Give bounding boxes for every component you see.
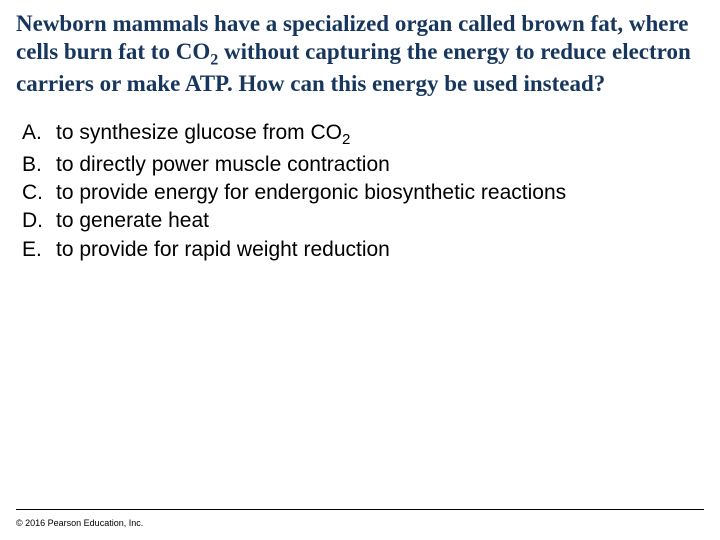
options-list: A. to synthesize glucose from CO2 B. to … bbox=[16, 119, 704, 264]
slide: Newborn mammals have a specialized organ… bbox=[0, 0, 720, 540]
option-letter: E. bbox=[22, 236, 56, 264]
copyright-text: © 2016 Pearson Education, Inc. bbox=[16, 518, 143, 528]
option-letter: B. bbox=[22, 151, 56, 179]
option-d: D. to generate heat bbox=[22, 207, 704, 235]
option-letter: A. bbox=[22, 119, 56, 151]
option-letter: D. bbox=[22, 207, 56, 235]
option-text: to provide for rapid weight reduction bbox=[56, 236, 390, 264]
option-c: C. to provide energy for endergonic bios… bbox=[22, 179, 704, 207]
option-text: to synthesize glucose from CO2 bbox=[56, 119, 350, 151]
option-text: to directly power muscle contraction bbox=[56, 151, 390, 179]
option-text: to generate heat bbox=[56, 207, 209, 235]
option-b: B. to directly power muscle contraction bbox=[22, 151, 704, 179]
option-text: to provide energy for endergonic biosynt… bbox=[56, 179, 566, 207]
option-e: E. to provide for rapid weight reduction bbox=[22, 236, 704, 264]
footer-rule bbox=[16, 509, 704, 510]
question-text: Newborn mammals have a specialized organ… bbox=[16, 10, 704, 97]
option-letter: C. bbox=[22, 179, 56, 207]
option-a: A. to synthesize glucose from CO2 bbox=[22, 119, 704, 151]
